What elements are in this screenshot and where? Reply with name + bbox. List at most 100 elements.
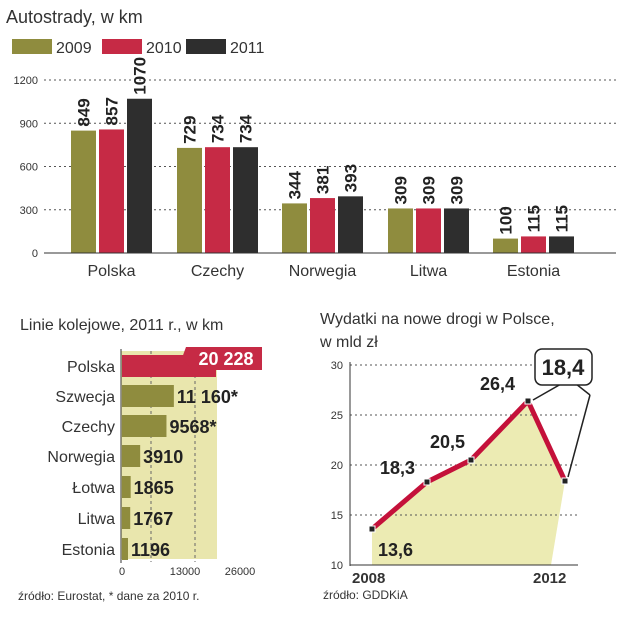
railways-x-tick-label: 26000 [225, 566, 256, 578]
spending-value-labels: 13,6 18,3 20,5 26,4 [378, 374, 515, 560]
spending-value-label: 13,6 [378, 540, 413, 560]
motorways-value-label: 393 [342, 164, 361, 192]
callout-pointer [567, 394, 591, 478]
motorways-title: Autostrady, w km [6, 7, 143, 27]
spending-callout: 18,4 [532, 348, 593, 478]
motorways-bar [71, 130, 96, 253]
railways-bar [122, 385, 174, 407]
motorways-category-label: Estonia [507, 263, 560, 280]
motorways-category-label: Norwegia [289, 263, 357, 280]
motorways-y-tick-label: 0 [32, 248, 38, 260]
spending-y-axis: 10 15 20 25 30 [331, 360, 343, 572]
spending-title: Wydatki na nowe drogi w Polsce, [320, 311, 555, 328]
legend-swatch-2009 [12, 39, 52, 54]
callout-box [534, 348, 593, 386]
motorways-bars [71, 98, 574, 253]
spending-area [372, 401, 565, 565]
motorways-value-label: 115 [525, 205, 544, 232]
motorways-value-label: 849 [75, 98, 94, 126]
spending-x-label-first: 2008 [352, 570, 385, 587]
railways-gridlines [150, 351, 196, 562]
spending-chart: Wydatki na nowe drogi w Polsce, w mld zł… [319, 311, 593, 602]
motorways-value-label: 309 [448, 176, 467, 204]
motorways-bar [549, 236, 574, 253]
spending-point [561, 477, 569, 485]
railways-bar [122, 445, 141, 467]
spending-point [368, 525, 376, 533]
spending-y-tick-label: 10 [331, 560, 343, 572]
railways-category-label: Litwa [78, 511, 115, 528]
railways-category-label: Estonia [62, 542, 115, 559]
spending-point [524, 397, 532, 405]
motorways-bar [493, 238, 518, 253]
spending-value-label: 18,3 [380, 458, 415, 478]
motorways-bar [99, 129, 124, 253]
railways-value-label: 20 228 [198, 349, 253, 369]
railways-category-label: Polska [67, 359, 115, 376]
motorways-legend: 2009 2010 2011 [12, 39, 265, 57]
railways-chart: Linie kolejowe, 2011 r., w km Polska Szwe… [18, 317, 262, 603]
motorways-value-label: 729 [181, 116, 200, 144]
railways-category-label: Szwecja [55, 389, 115, 406]
spending-y-tick-label: 30 [331, 360, 343, 372]
motorways-bar [310, 198, 335, 253]
railways-bar [122, 476, 131, 498]
railways-x-tick-label: 13000 [170, 566, 201, 578]
railways-value-label: 3910 [143, 447, 183, 467]
spending-points [368, 397, 569, 533]
motorways-y-tick-label: 900 [20, 118, 38, 130]
motorways-bar [282, 203, 307, 253]
spending-y-tick-label: 15 [331, 510, 343, 522]
motorways-value-label: 734 [237, 114, 256, 143]
motorways-bar [205, 147, 230, 253]
railways-title: Linie kolejowe, 2011 r., w km [20, 317, 223, 334]
motorways-value-label: 857 [103, 97, 122, 125]
motorways-category-label: Litwa [410, 263, 447, 280]
railways-value-label: 1767 [133, 509, 173, 529]
railways-bar [122, 507, 131, 529]
railways-highlight-tag [182, 347, 262, 370]
railways-category-label: Norwegia [47, 449, 115, 466]
railways-value-label: 1196 [131, 540, 170, 560]
motorways-value-label: 1070 [131, 57, 150, 95]
motorways-category-label: Polska [87, 263, 135, 280]
motorways-value-label: 309 [392, 176, 411, 204]
motorways-category-label: Czechy [191, 263, 244, 280]
spending-y-tick-label: 25 [331, 410, 343, 422]
spending-y-tick-label: 20 [331, 460, 343, 472]
railways-x-tick-label: 0 [119, 566, 125, 578]
spending-value-label: 18,4 [542, 355, 586, 380]
motorways-bar [338, 196, 363, 253]
motorways-value-label: 734 [209, 114, 228, 143]
motorways-bar [388, 208, 413, 253]
motorways-y-tick-label: 600 [20, 162, 38, 174]
motorways-bar [416, 208, 441, 253]
railways-category-labels: Polska Szwecja Czechy Norwegia Łotwa Litwa Est… [47, 359, 115, 559]
legend-label-2009: 2009 [56, 40, 92, 57]
motorways-y-tick-label: 300 [20, 205, 38, 217]
legend-label-2011: 2011 [230, 40, 265, 57]
railways-category-label: Czechy [62, 419, 115, 436]
legend-label-2010: 2010 [146, 40, 182, 57]
railways-value-label: 1865 [134, 478, 174, 498]
motorways-category-labels: Polska Czechy Norwegia Litwa Estonia [87, 263, 560, 280]
motorways-value-label: 381 [314, 166, 333, 194]
legend-swatch-2011 [186, 39, 226, 54]
railways-bar [122, 538, 128, 560]
motorways-value-label: 344 [286, 170, 305, 199]
motorways-chart: Autostrady, w km 2009 2010 2011 0 300 600 9… [6, 7, 616, 280]
railways-x-axis: 0 13000 26000 [119, 566, 255, 578]
railways-value-label: 11 160* [177, 387, 238, 407]
spending-x-label-last: 2012 [533, 570, 566, 587]
motorways-value-labels: 849 857 1070 729 734 734 344 381 393 309 309 309 100… [75, 57, 572, 235]
railways-category-label: Łotwa [72, 480, 115, 497]
railways-value-labels: 20 228 11 160* 9568* 3910 1865 1767 1196 [131, 347, 262, 560]
railways-source: źródło: Eurostat, * dane za 2010 r. [18, 589, 199, 603]
motorways-bar [127, 98, 152, 253]
spending-point [423, 478, 431, 486]
spending-source: źródło: GDDKiA [323, 588, 408, 602]
motorways-value-label: 115 [553, 205, 572, 232]
spending-point [467, 456, 475, 464]
railways-value-label: 9568* [169, 417, 216, 437]
